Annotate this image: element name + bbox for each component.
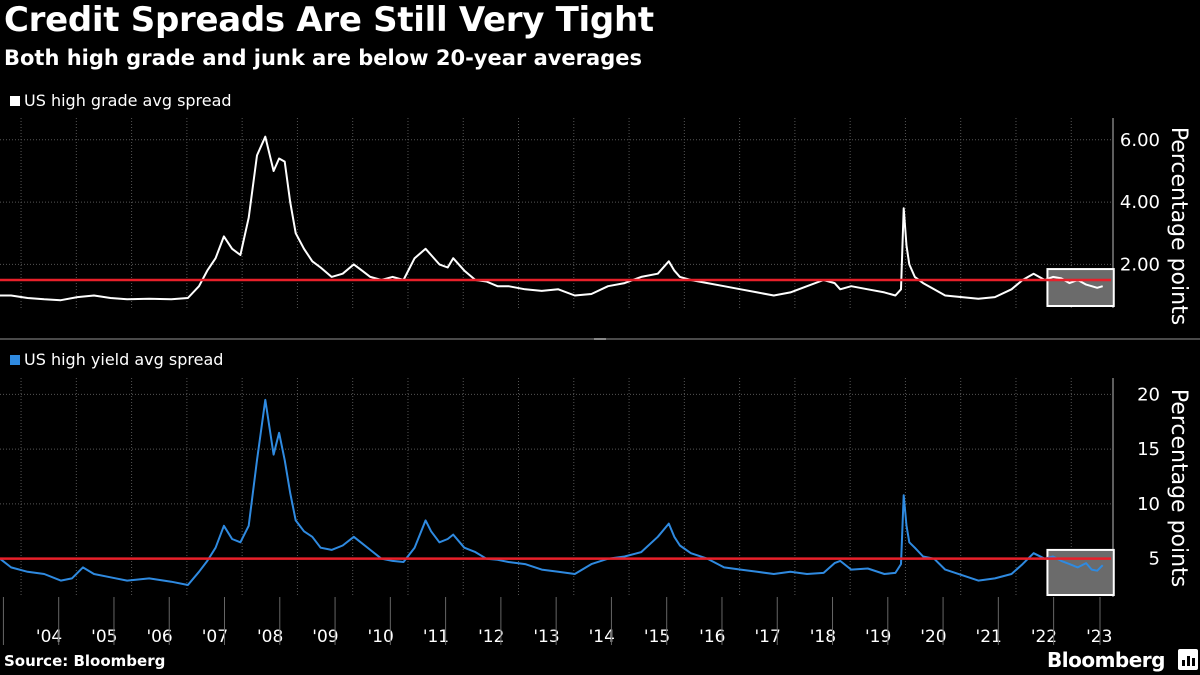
x-tick-label: '13 <box>533 627 559 647</box>
y-tick-label: 2.00 <box>1120 254 1160 275</box>
bloomberg-terminal-icon <box>1178 649 1198 670</box>
legend-high-yield: US high yield avg spread <box>10 350 223 369</box>
x-tick-label: '23 <box>1086 627 1112 647</box>
x-tick-label: '05 <box>91 627 117 647</box>
x-tick-label: '21 <box>976 627 1002 647</box>
x-tick-label: '04 <box>36 627 62 647</box>
x-tick-label: '09 <box>312 627 338 647</box>
legend-high-grade: US high grade avg spread <box>10 91 232 110</box>
x-tick-label: '15 <box>644 627 670 647</box>
x-tick-label: '11 <box>423 627 449 647</box>
x-tick-label: '19 <box>865 627 891 647</box>
series-line-high-grade <box>0 135 1103 302</box>
panel-high-grade: 2.00 4.00 6.00 Percentage points <box>0 118 1191 325</box>
brand-logo-text: Bloomberg <box>1047 648 1165 672</box>
series-line-high-yield <box>0 398 1104 586</box>
y-tick-label: 10 <box>1137 494 1160 515</box>
x-tick-label: '10 <box>368 627 394 647</box>
x-tick-label: '17 <box>754 627 780 647</box>
y-tick-label: 6.00 <box>1120 130 1160 151</box>
x-tick-label: '07 <box>202 627 228 647</box>
legend-label-high-yield: US high yield avg spread <box>24 350 224 369</box>
highlight-box-high-grade <box>1046 268 1115 308</box>
y-axis-label: Percentage points <box>1166 127 1191 325</box>
x-tick-label: '18 <box>810 627 836 647</box>
x-tick-label: '06 <box>146 627 172 647</box>
y-axis-label: Percentage points <box>1166 389 1191 587</box>
x-tick-label: '12 <box>478 627 504 647</box>
panel-high-yield: 5 10 15 20 Percentage points <box>0 378 1191 597</box>
x-axis: '04 '05 '06 '07 '08 '09 '10 '11 '12 '13 '14 '15 '16 '… <box>2 597 1112 647</box>
highlight-box-high-yield <box>1046 548 1115 596</box>
y-tick-label: 20 <box>1137 384 1160 405</box>
x-tick-label: '22 <box>1031 627 1057 647</box>
y-tick-label: 5 <box>1149 549 1160 570</box>
chart-subtitle: Both high grade and junk are below 20-ye… <box>4 46 642 70</box>
y-tick-label: 15 <box>1137 439 1160 460</box>
source-note: Source: Bloomberg <box>4 652 166 670</box>
x-tick-label: '08 <box>257 627 283 647</box>
y-tick-label: 4.00 <box>1120 192 1160 213</box>
x-tick-label: '14 <box>589 627 615 647</box>
x-tick-label: '20 <box>920 627 946 647</box>
legend-label-high-grade: US high grade avg spread <box>24 91 232 110</box>
legend-swatch-high-grade <box>10 95 20 106</box>
x-tick-label: '16 <box>699 627 725 647</box>
chart-title: Credit Spreads Are Still Very Tight <box>4 0 654 40</box>
legend-swatch-high-yield <box>10 354 20 365</box>
